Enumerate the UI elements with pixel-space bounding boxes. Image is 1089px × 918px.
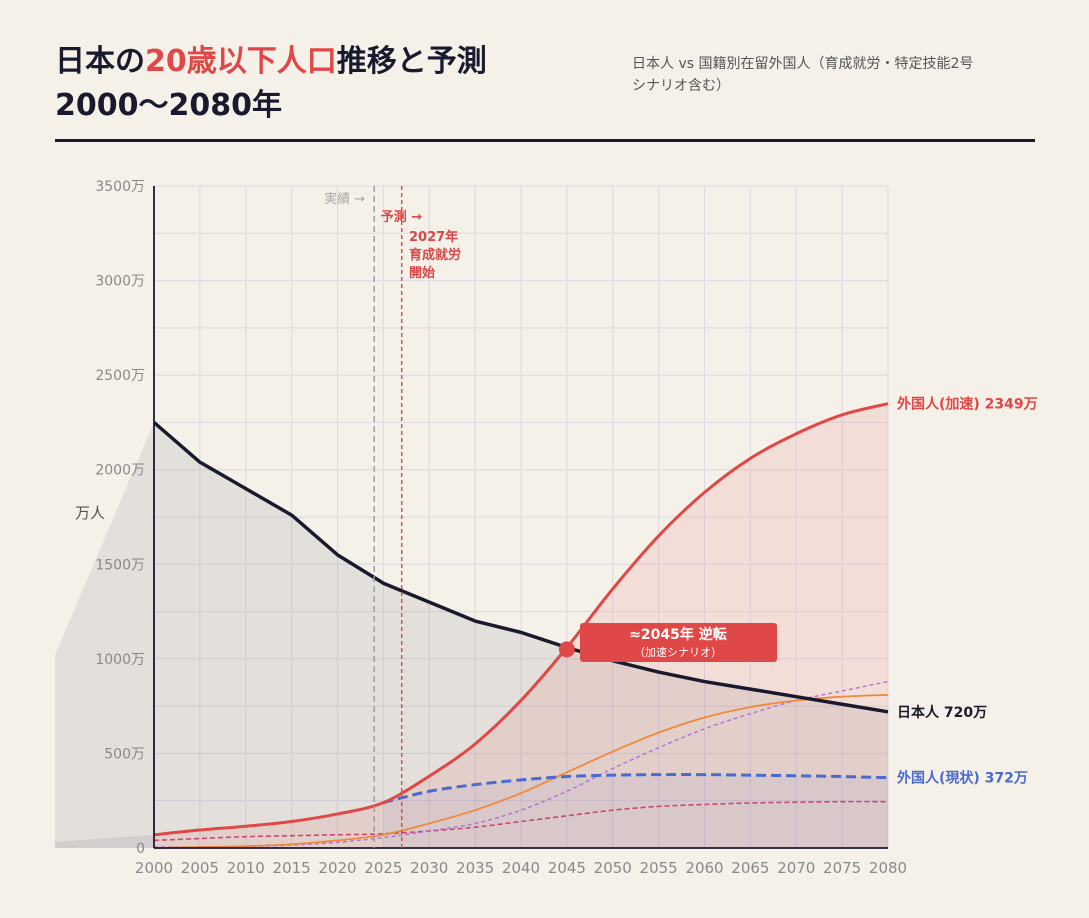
crossover-title: ≈2045年 逆転: [629, 626, 727, 643]
japanese-end-label: 日本人 720万: [897, 704, 987, 721]
title-highlight: 20歳以下人口: [145, 44, 337, 79]
foreign-accel-line: [153, 402, 889, 837]
foreign-area-left: [55, 834, 154, 848]
y-tick-label: 3500万: [95, 179, 145, 195]
x-tick-label: 2075: [823, 859, 861, 877]
series-minor-pink: [153, 800, 889, 842]
title-years: 2000〜2080年: [55, 88, 282, 123]
x-tick-label: 2080: [869, 859, 907, 877]
x-tick-label: 2025: [364, 859, 402, 877]
event-label-line1: 2027年: [409, 229, 458, 245]
japanese-area: [154, 422, 888, 848]
x-tick-label: 2030: [410, 859, 448, 877]
foreign-current-area: [383, 774, 888, 848]
crossover-point: [558, 641, 575, 658]
subtitle-line1: 日本人 vs 国籍別在留外国人（育成就労・特定技能2号: [632, 56, 974, 72]
event-label-line3: 開始: [409, 265, 435, 281]
foreign-accel-end-label: 外国人(加速) 2349万: [897, 396, 1038, 413]
crossover-subtitle: （加速シナリオ）: [634, 646, 722, 659]
y-tick-label: 2000万: [95, 463, 145, 479]
subtitle-line2: シナリオ含む）: [632, 78, 730, 94]
japanese-area-left: [55, 422, 154, 848]
y-tick-label: 500万: [104, 746, 145, 762]
y-tick-label: 3000万: [95, 274, 145, 290]
x-tick-label: 2015: [273, 859, 311, 877]
x-tick-label: 2070: [777, 859, 815, 877]
x-tick-label: 2055: [640, 859, 678, 877]
x-tick-label: 2060: [685, 859, 723, 877]
x-tick-label: 2020: [318, 859, 356, 877]
title-pre: 日本の: [55, 44, 145, 79]
y-axis-label: 万人: [75, 504, 105, 522]
x-tick-label: 2010: [227, 859, 265, 877]
y-tick-label: 1000万: [95, 652, 145, 668]
y-tick-label: 0: [136, 841, 145, 857]
y-tick-label: 1500万: [95, 557, 145, 573]
series-minor-orange: [153, 693, 889, 849]
y-tick-label: 2500万: [95, 368, 145, 384]
japanese-line: [152, 421, 889, 714]
chart-subtitle: 日本人 vs 国籍別在留外国人（育成就労・特定技能2号 シナリオ含む）: [632, 53, 1052, 97]
title-post: 推移と予測: [336, 44, 487, 79]
event-label-line2: 育成就労: [409, 247, 461, 263]
chart-title: 日本の20歳以下人口推移と予測 2000〜2080年: [55, 40, 487, 128]
crossover-callout: [580, 623, 777, 662]
foreign-accel-area: [154, 403, 888, 848]
x-tick-label: 2035: [456, 859, 494, 877]
x-tick-label: 2050: [594, 859, 632, 877]
forecast-label: 予測 →: [381, 209, 423, 225]
x-tick-label: 2040: [502, 859, 540, 877]
x-tick-label: 2065: [731, 859, 769, 877]
x-tick-label: 2000: [135, 859, 173, 877]
series-minor-purple: [153, 680, 889, 848]
x-tick-label: 2045: [548, 859, 586, 877]
title-divider: [55, 139, 1035, 142]
actual-label: 実績 →: [324, 191, 365, 207]
foreign-current-end-label: 外国人(現状) 372万: [897, 770, 1028, 787]
x-tick-label: 2005: [181, 859, 219, 877]
